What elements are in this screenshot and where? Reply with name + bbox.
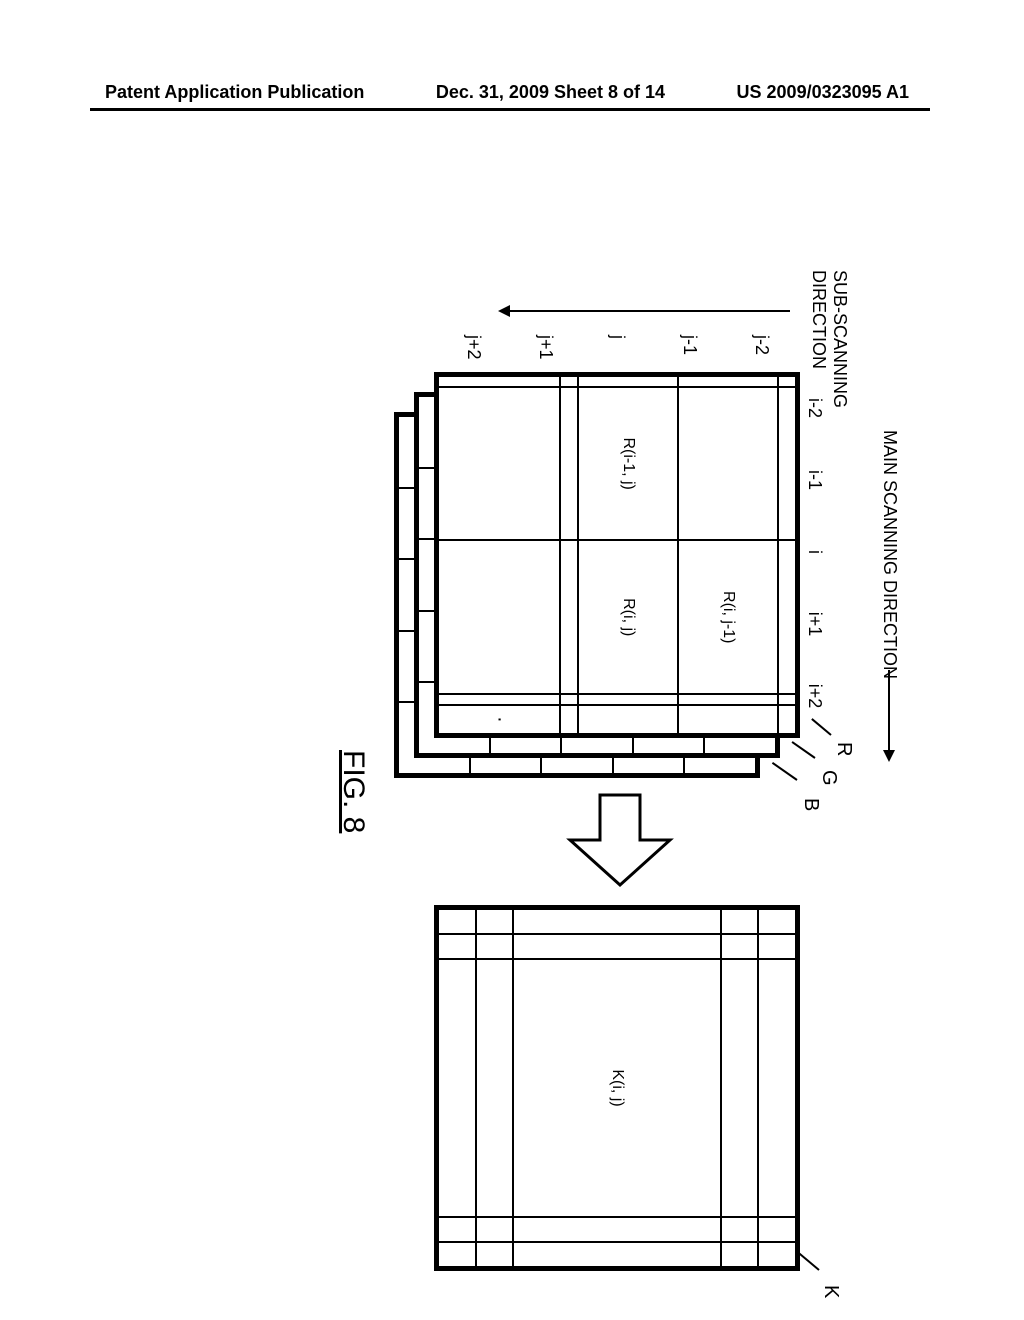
row-header-0: j-2	[751, 335, 772, 355]
row-header-2: j	[607, 335, 628, 339]
cell-r-iminus1-j: R(i-1, j)	[579, 387, 679, 541]
lead-g	[791, 741, 815, 759]
col-header-3: i+1	[804, 588, 825, 660]
main-scan-arrow	[888, 670, 890, 760]
grid-k-plane: K(i, j)	[434, 905, 800, 1271]
row-header-3: j+1	[535, 335, 556, 360]
main-scanning-label: MAIN SCANNING DIRECTION	[879, 430, 900, 679]
figure-container: MAIN SCANNING DIRECTION SUB-SCANNING DIR…	[90, 140, 930, 1240]
plane-label-b: B	[799, 798, 822, 811]
col-header-1: i-1	[804, 444, 825, 516]
grid-r-plane: R(i, j-1) R(i-1, j)R(i, j) ·	[434, 372, 800, 738]
header-rule	[90, 108, 930, 111]
cell-r-ij-minus1: R(i, j-1)	[678, 540, 778, 694]
row-header-1: j-1	[679, 335, 700, 355]
grid-r-table: R(i, j-1) R(i-1, j)R(i, j) ·	[437, 375, 797, 735]
page-header: Patent Application Publication Dec. 31, …	[0, 82, 1024, 103]
header-right: US 2009/0323095 A1	[737, 82, 909, 103]
sub-scan-arrow	[500, 310, 790, 312]
transform-arrow-icon	[565, 790, 675, 890]
row-header-4: j+2	[463, 335, 484, 360]
figure-label: FIG. 8	[336, 750, 370, 833]
figure-rotated: MAIN SCANNING DIRECTION SUB-SCANNING DIR…	[130, 300, 890, 1300]
col-header-2: i	[804, 516, 825, 588]
cell-r-ij: R(i, j)	[579, 540, 679, 694]
cell-k-ij: K(i, j)	[513, 959, 720, 1217]
col-header-0: i-2	[804, 372, 825, 444]
lead-b	[772, 762, 798, 781]
lead-k	[797, 1251, 820, 1271]
plane-label-r: R	[832, 742, 855, 756]
grid-k-table: K(i, j)	[437, 908, 797, 1268]
plane-label-g: G	[817, 770, 840, 786]
header-center: Dec. 31, 2009 Sheet 8 of 14	[436, 82, 665, 103]
header-left: Patent Application Publication	[105, 82, 364, 103]
plane-label-k: K	[819, 1285, 842, 1298]
